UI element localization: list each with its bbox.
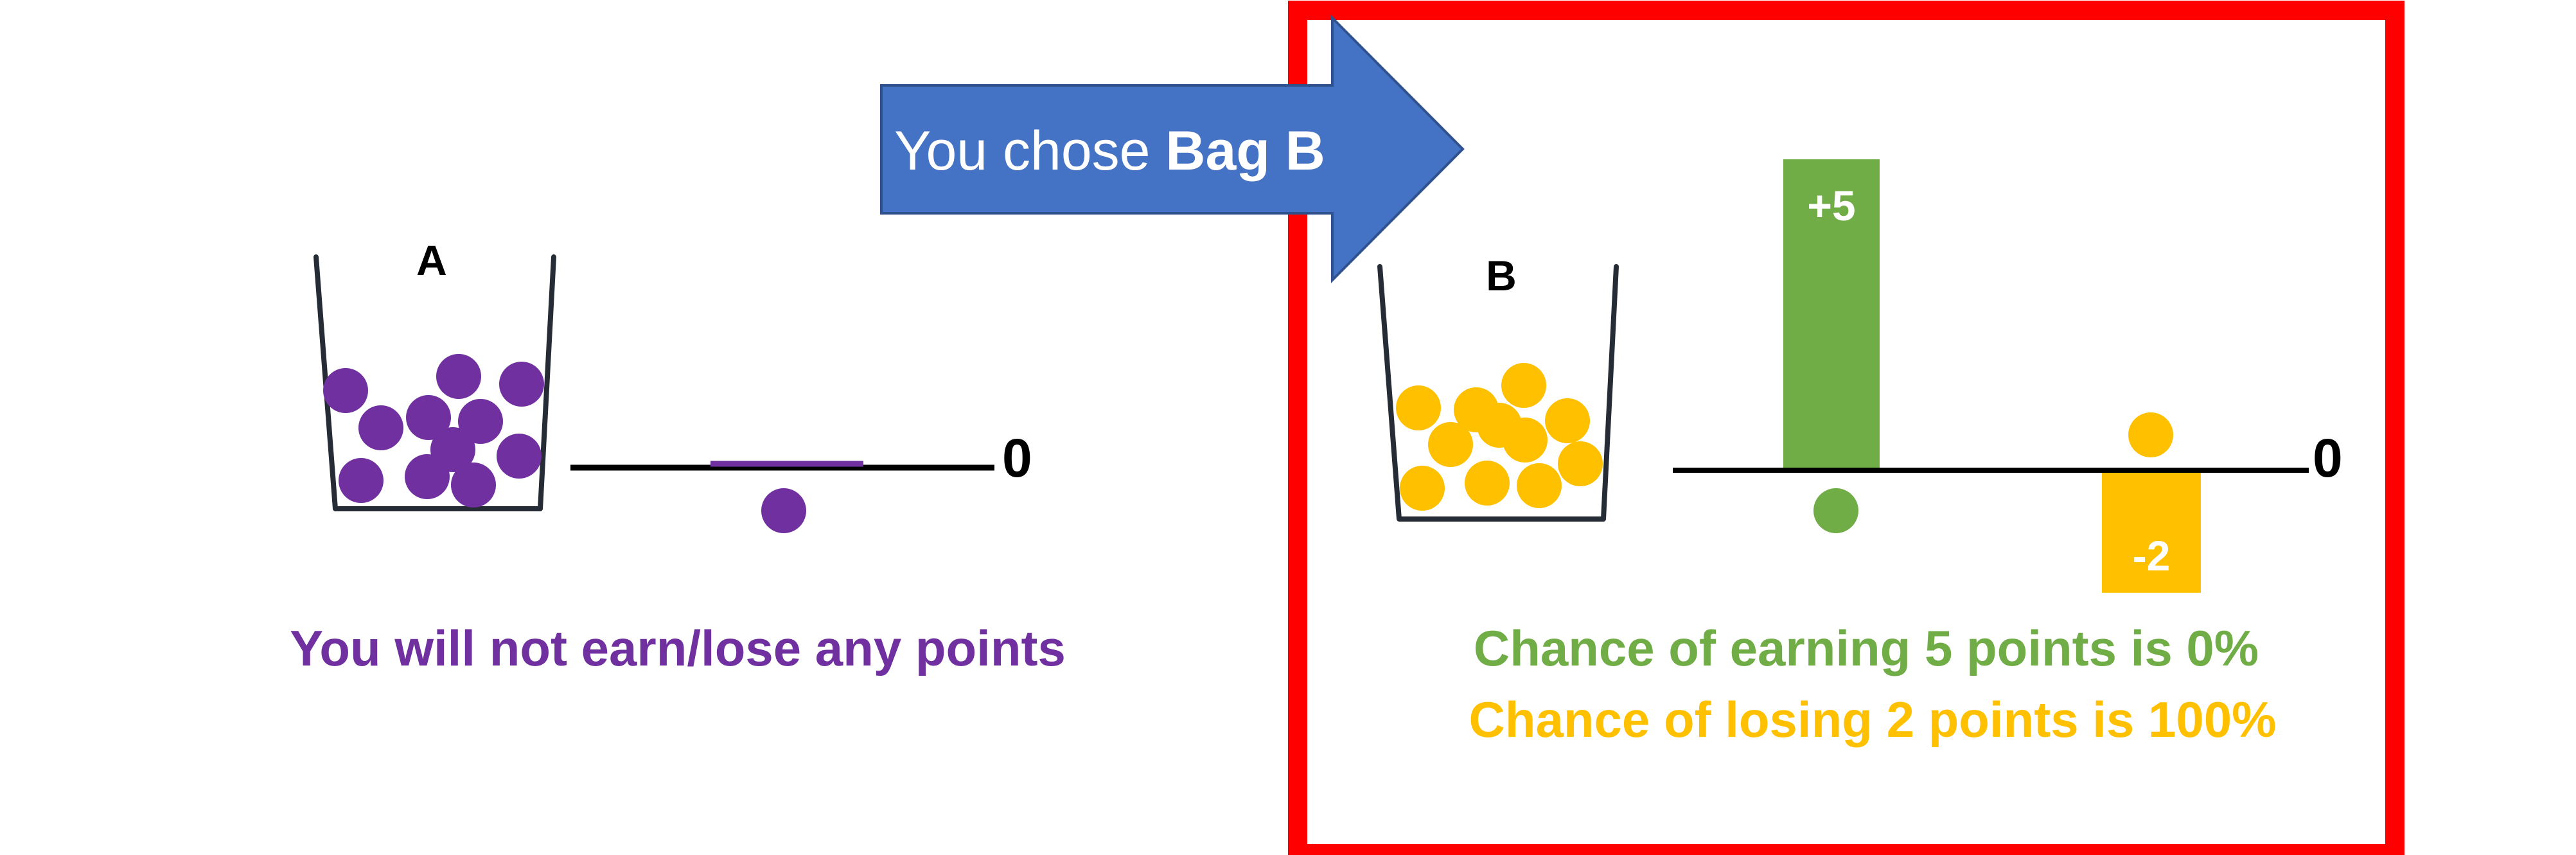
bag-b-outcome-chart: +5 -2 0 (1673, 159, 2343, 593)
bag-b-container (1377, 264, 1619, 522)
bag-a-drawn-ball (761, 488, 806, 533)
chosen-bag-highlight (1288, 1, 2404, 855)
loss-bar-label: -2 (2133, 532, 2171, 579)
bag-b-ball (1477, 403, 1522, 448)
bag-b-ball (1517, 463, 1562, 508)
bag-a-ball (451, 463, 496, 507)
bag-a-zero-label: 0 (1002, 428, 1032, 488)
bag-b-ball (1501, 363, 1546, 408)
bag-b-ball (1396, 385, 1441, 430)
bag-b-zero-label: 0 (2313, 428, 2343, 488)
bag-a-ball (499, 362, 544, 407)
bag-a-balls (323, 354, 544, 507)
bag-a-caption: You will not earn/lose any points (290, 620, 1066, 676)
bag-a-label: A (416, 236, 447, 284)
bag-a-ball (497, 434, 542, 479)
gain-bar (1783, 159, 1880, 469)
choice-arrow: You chose Bag B (880, 15, 1465, 283)
loss-outcome-ball (2128, 412, 2173, 457)
arrow-text-choice: Bag B (1165, 120, 1325, 182)
gain-outcome-ball (1813, 488, 1858, 533)
bag-b-ball (1428, 422, 1473, 467)
bag-a-ball (405, 454, 450, 499)
arrow-shape (880, 15, 1465, 283)
bag-a-ball (436, 354, 481, 399)
arrow-text-prefix: You chose (894, 120, 1165, 182)
bag-a-outcome: 0 (570, 428, 1032, 533)
bag-b-ball (1400, 466, 1445, 511)
bag-b-caption-gain: Chance of earning 5 points is 0% (1474, 620, 2259, 676)
bag-b-ball (1465, 461, 1510, 506)
bag-a-ball (358, 405, 403, 450)
bag-a-ball (458, 399, 503, 444)
bag-a-ball (323, 368, 368, 413)
bag-b-ball (1545, 398, 1590, 443)
bag-b-balls (1396, 363, 1603, 511)
bag-a-panel: A 0 You will not earn/lose any points (290, 236, 1066, 676)
bag-b-label: B (1486, 252, 1517, 299)
loss-bar (2102, 469, 2201, 593)
gain-bar-label: +5 (1807, 182, 1855, 229)
bag-b-caption-loss: Chance of losing 2 points is 100% (1469, 691, 2277, 748)
bag-a-ball (406, 395, 451, 440)
bag-b-ball (1558, 441, 1603, 486)
arrow-text: You chose Bag B (894, 120, 1325, 182)
bag-b-panel: B +5 -2 0 Chance of earning 5 points is (1377, 159, 2343, 748)
bag-a-ball (339, 458, 384, 503)
